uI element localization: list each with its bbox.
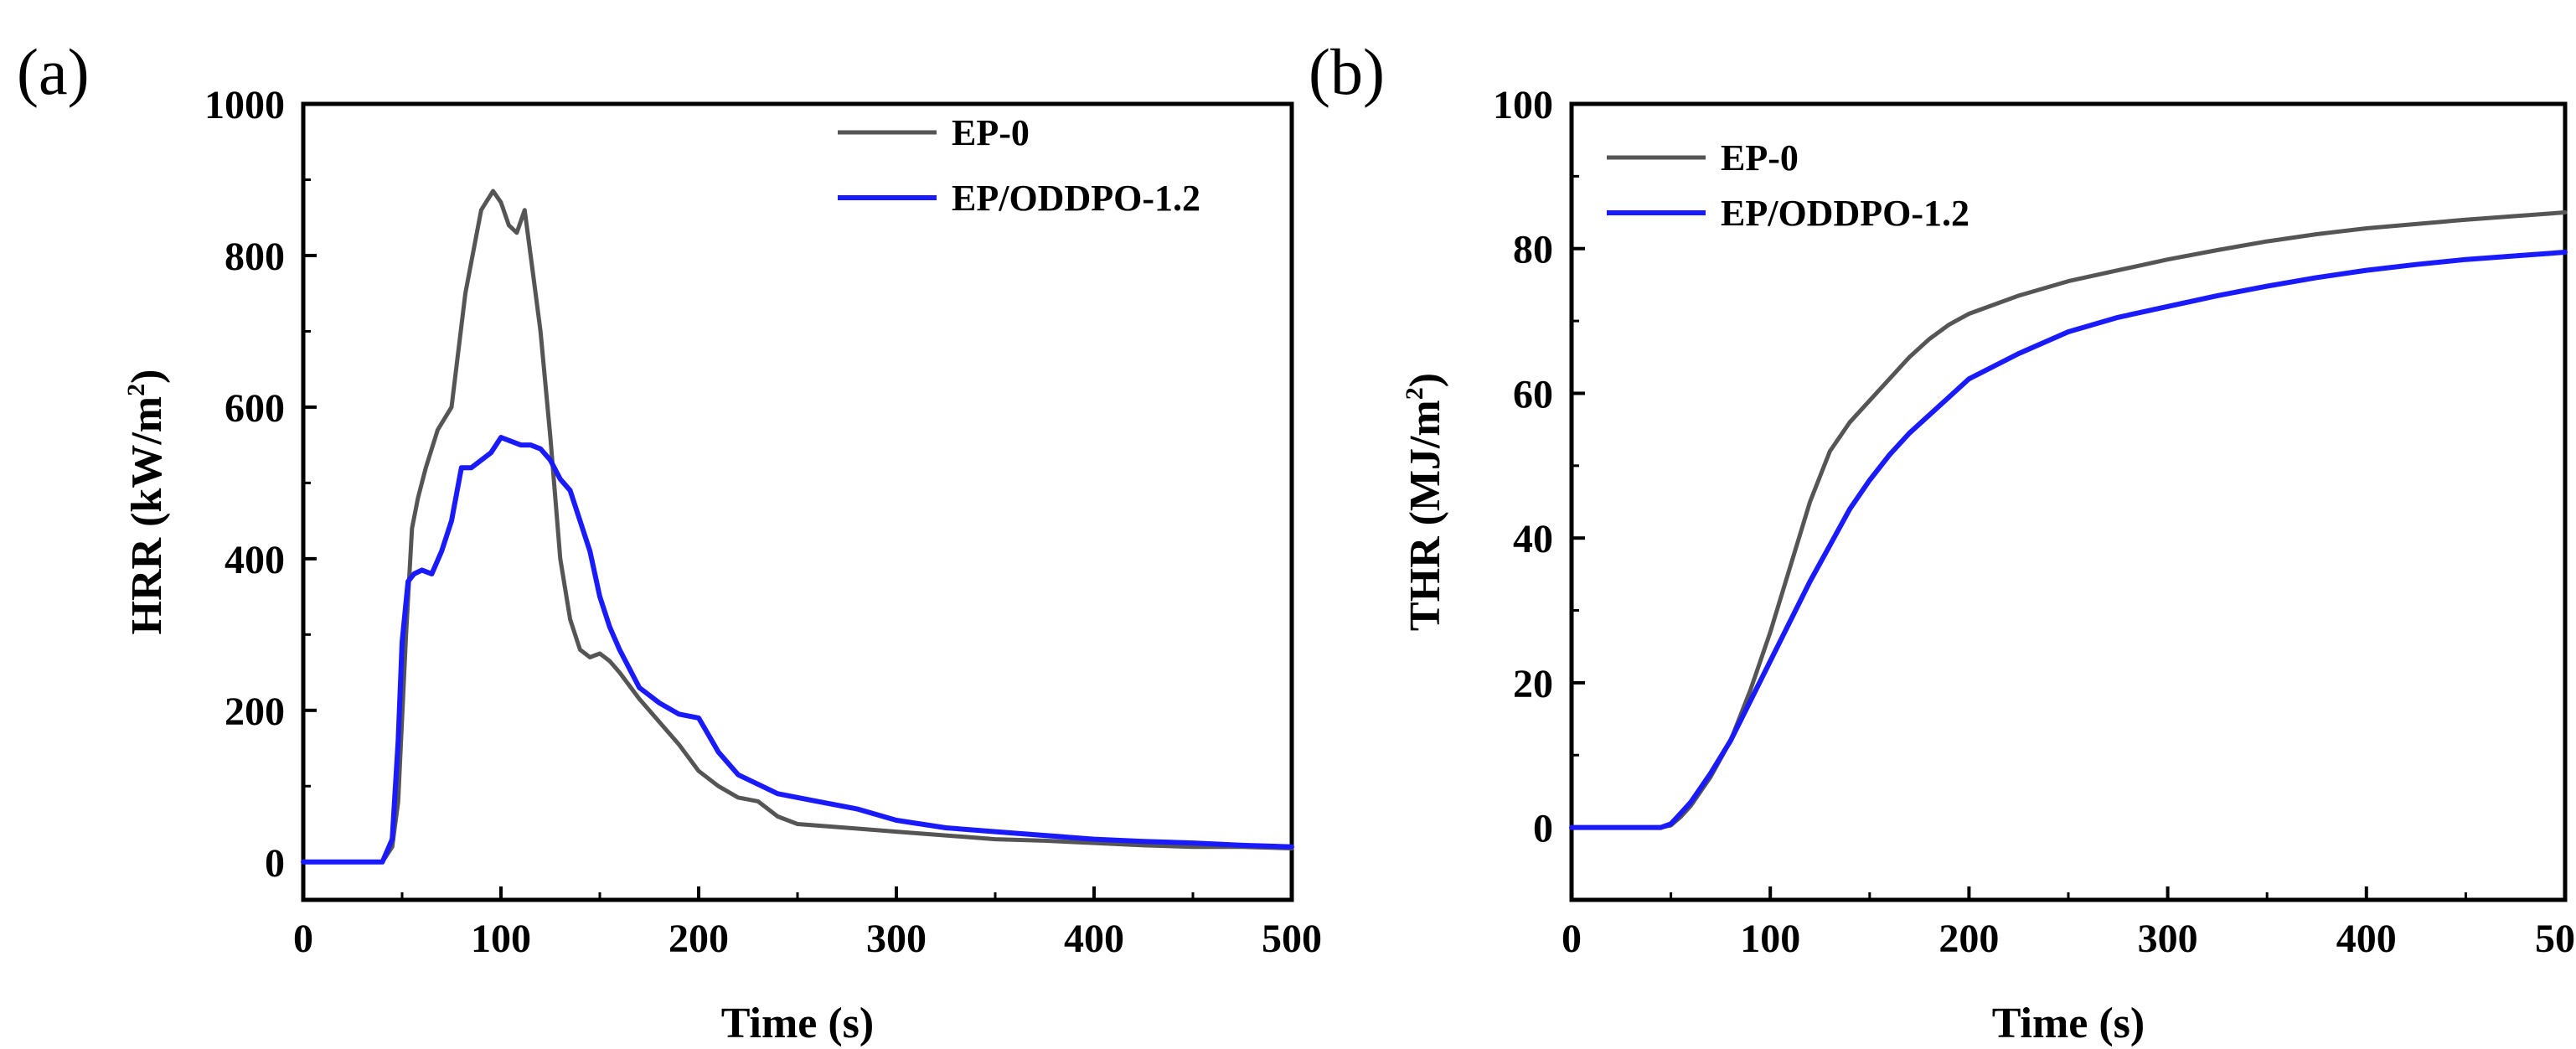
series-line-ep-0 bbox=[1569, 210, 2568, 830]
x-axis-title: Time (s) bbox=[721, 1000, 874, 1047]
chart-panel-hrr: (a) 0 100 200 300 400 500 0 200 400 600 800 1000 Time… bbox=[17, 35, 1322, 1047]
panel-label: (a) bbox=[17, 35, 90, 108]
x-tick-label: 300 bbox=[866, 917, 927, 961]
y-tick-label: 0 bbox=[1533, 807, 1553, 851]
x-tick-label: 400 bbox=[2336, 917, 2397, 961]
legend-label: EP-0 bbox=[952, 112, 1030, 153]
series-line-ep-oddpo-1-2 bbox=[301, 435, 1294, 865]
chart-panel-thr: (b) 0 100 200 300 400 500 0 20 40 60 80 100 Time (s) T… bbox=[1309, 35, 2576, 1047]
y-tick-label: 0 bbox=[265, 841, 285, 886]
y-tick-label: 80 bbox=[1513, 228, 1553, 272]
y-tick-label: 60 bbox=[1513, 372, 1553, 416]
x-tick-label: 300 bbox=[2138, 917, 2198, 961]
x-tick-label: 100 bbox=[471, 917, 531, 961]
x-tick-label: 500 bbox=[2535, 917, 2576, 961]
y-axis-title: HRR (kW/m2) bbox=[122, 369, 171, 635]
x-tick-label: 400 bbox=[1064, 917, 1124, 961]
x-tick-label: 200 bbox=[1938, 917, 1999, 961]
series-line-ep-0 bbox=[301, 189, 1294, 865]
plot-frame bbox=[301, 101, 1294, 902]
x-tick-label: 0 bbox=[293, 917, 313, 961]
panel-label: (b) bbox=[1309, 35, 1385, 108]
y-tick-label: 1000 bbox=[204, 83, 285, 127]
y-tick-label: 400 bbox=[225, 538, 285, 582]
legend-label: EP/ODDPO-1.2 bbox=[952, 178, 1200, 219]
y-tick-label: 100 bbox=[1493, 83, 1553, 127]
x-tick-label: 500 bbox=[1262, 917, 1322, 961]
legend-label: EP-0 bbox=[1721, 137, 1799, 178]
x-tick-label: 200 bbox=[669, 917, 729, 961]
y-tick-label: 20 bbox=[1513, 662, 1553, 706]
y-axis-title: THR (MJ/m2) bbox=[1401, 373, 1449, 631]
y-tick-label: 800 bbox=[225, 235, 285, 279]
y-tick-label: 200 bbox=[225, 690, 285, 734]
legend-label: EP/ODDPO-1.2 bbox=[1721, 193, 1969, 234]
series-line-ep-oddpo-1-2 bbox=[1569, 250, 2568, 830]
x-tick-label: 0 bbox=[1562, 917, 1582, 961]
x-tick-label: 100 bbox=[1740, 917, 1800, 961]
y-tick-label: 40 bbox=[1513, 517, 1553, 561]
x-axis-title: Time (s) bbox=[1992, 1000, 2145, 1047]
y-tick-label: 600 bbox=[225, 386, 285, 431]
